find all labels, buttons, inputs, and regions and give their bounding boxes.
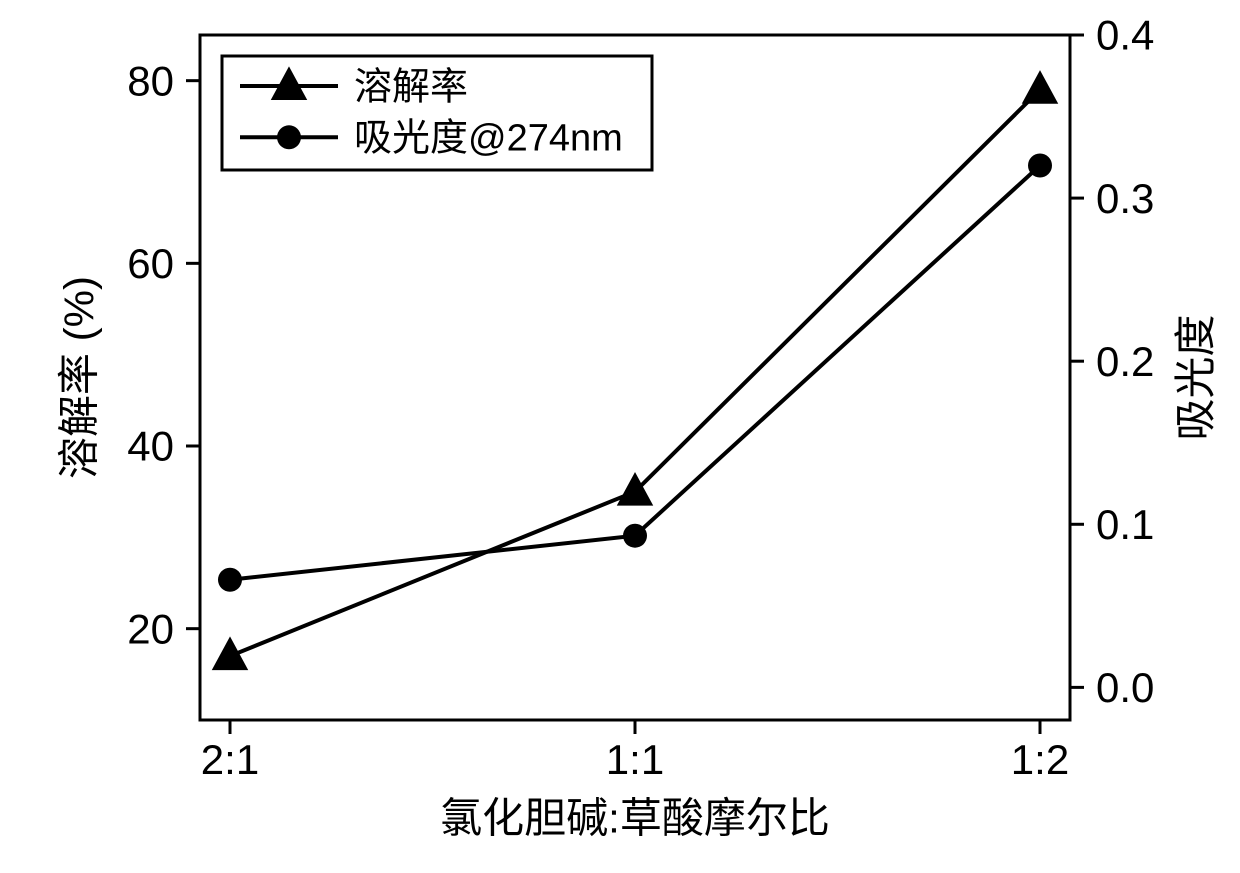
dual-axis-line-chart: 2:1 1:1 1:2 氯化胆碱:草酸摩尔比 20 40 60 80 溶解率 (%) 0.0 0.1… — [0, 0, 1240, 873]
circle-marker — [1028, 153, 1052, 177]
y-right-axis-label: 吸光度 — [1172, 314, 1219, 440]
y-left-tick-label: 20 — [127, 605, 174, 652]
y-right-tick-label: 0.4 — [1096, 12, 1154, 59]
circle-marker — [623, 524, 647, 548]
x-tick-label: 1:2 — [1011, 736, 1069, 783]
y-left-tick-label: 40 — [127, 423, 174, 470]
y-right-tick-label: 0.2 — [1096, 338, 1154, 385]
x-axis-label: 氯化胆碱:草酸摩尔比 — [440, 795, 830, 842]
chart-container: 2:1 1:1 1:2 氯化胆碱:草酸摩尔比 20 40 60 80 溶解率 (%) 0.0 0.1… — [0, 0, 1240, 873]
y-right-tick-label: 0.1 — [1096, 501, 1154, 548]
circle-marker — [218, 568, 242, 592]
legend-label: 吸光度@274nm — [354, 118, 623, 160]
legend-label: 溶解率 — [354, 66, 468, 108]
y-left-tick-label: 60 — [127, 240, 174, 287]
y-right-tick-label: 0.3 — [1096, 175, 1154, 222]
y-left-axis-label: 溶解率 (%) — [56, 276, 103, 479]
x-tick-label: 1:1 — [606, 736, 664, 783]
y-left-tick-label: 80 — [127, 57, 174, 104]
x-tick-label: 2:1 — [201, 736, 259, 783]
y-right-tick-label: 0.0 — [1096, 664, 1154, 711]
